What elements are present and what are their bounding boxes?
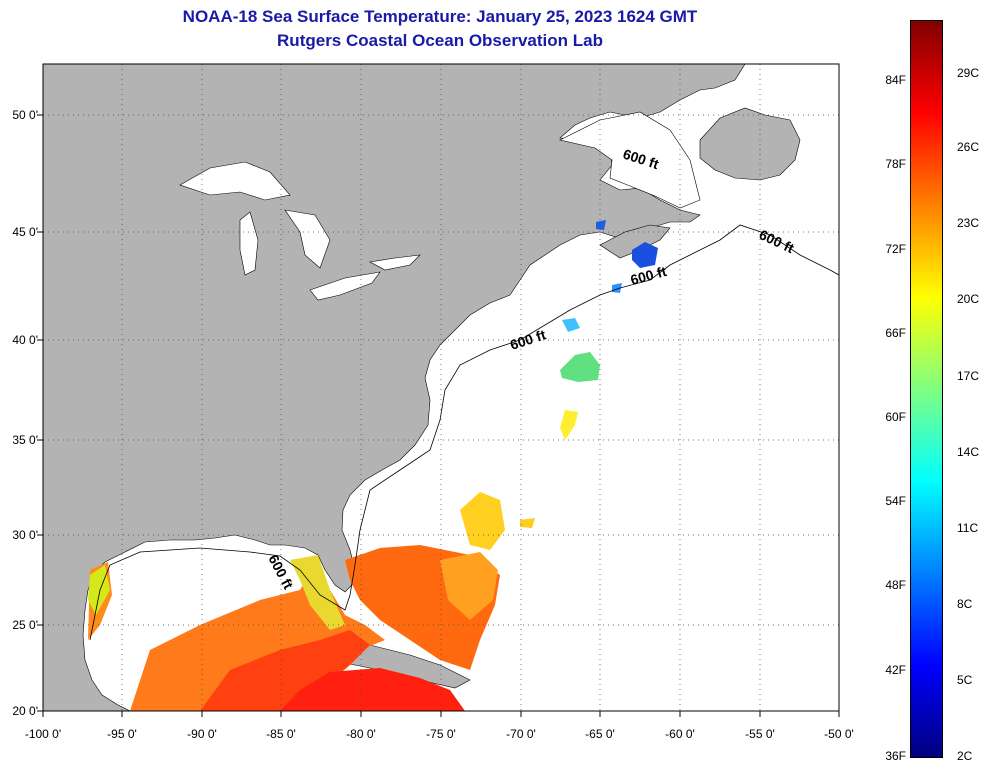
colorbar-label-f: 84F [885,73,906,87]
lat-tick-label: 20 0' [12,704,38,718]
colorbar-label-f: 60F [885,410,906,424]
lat-tick-label: 50 0' [12,108,38,122]
colorbar-label-c: 23C [957,216,980,230]
temperature-colorbar [910,20,943,758]
colorbar-label-c: 29C [957,66,980,80]
sst-data-atlantic [345,410,578,670]
lon-tick-label: -60 0' [665,727,695,741]
lon-tick-label: -50 0' [824,727,854,741]
lat-tick-label: 25 0' [12,618,38,632]
lon-tick-label: -95 0' [107,727,137,741]
sst-data-gulf [88,555,465,711]
colorbar-label-c: 26C [957,140,980,154]
sst-data-north [560,220,658,382]
map-title: NOAA-18 Sea Surface Temperature: January… [182,7,698,26]
lon-tick-label: -75 0' [426,727,456,741]
colorbar-label-f: 36F [885,749,906,763]
lon-tick-label: -90 0' [187,727,217,741]
gulf-st-lawrence [559,111,701,209]
lat-tick-label: 35 0' [12,433,38,447]
lon-tick-label: -70 0' [506,727,536,741]
lon-tick-label: -65 0' [585,727,615,741]
great-lakes [179,161,421,301]
lon-tick-label: -85 0' [266,727,296,741]
colorbar-label-c: 20C [957,292,980,306]
colorbar-label-c: 14C [957,445,980,459]
colorbar-label-c: 2C [957,749,973,763]
land-nova-scotia [599,224,671,259]
lon-tick-label: -80 0' [346,727,376,741]
lat-tick-label: 45 0' [12,225,38,239]
colorbar-label-f: 66F [885,326,906,340]
lon-tick-label: -55 0' [745,727,775,741]
land-newfoundland [699,107,801,181]
colorbar-label-c: 5C [957,673,973,687]
lat-tick-label: 40 0' [12,333,38,347]
lon-tick-label: -100 0' [24,727,62,741]
colorbar-label-f: 48F [885,578,906,592]
colorbar-label-c: 17C [957,369,980,383]
colorbar-label-f: 72F [885,242,906,256]
colorbar-label-f: 78F [885,157,906,171]
lat-tick-label: 30 0' [12,528,38,542]
colorbar-label-c: 8C [957,597,973,611]
colorbar-label-f: 42F [885,663,906,677]
map-subtitle: Rutgers Coastal Ocean Observation Lab [277,31,603,50]
colorbar-label-f: 54F [885,494,906,508]
colorbar-label-c: 11C [957,521,979,535]
depth-contour-600ft [89,224,839,641]
